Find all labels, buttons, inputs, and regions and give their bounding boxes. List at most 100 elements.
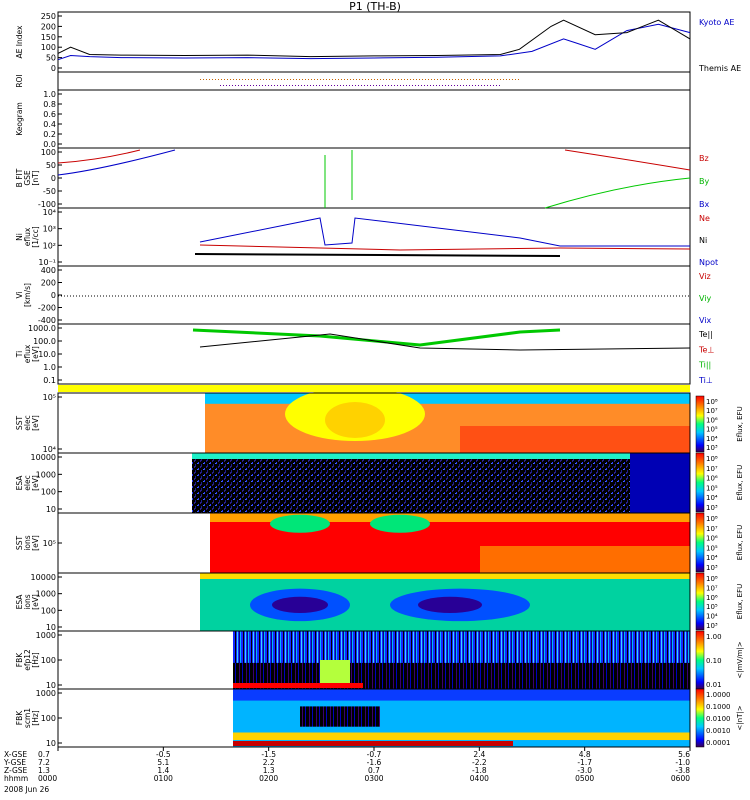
- roi-dot: [352, 85, 353, 86]
- ytick-label: 50: [46, 161, 56, 170]
- panel-frame-vi: [57, 265, 691, 325]
- roi-dot: [355, 85, 356, 86]
- roi-dot: [461, 79, 462, 80]
- roi-dot: [470, 79, 471, 80]
- series-line: [57, 23, 691, 61]
- xaxis-value: -1.7: [577, 758, 592, 767]
- ytick-label: 1000: [36, 631, 56, 640]
- roi-dot: [340, 85, 341, 86]
- colorbar-label: <|mV/m|>: [736, 641, 744, 678]
- roi-dot: [482, 79, 483, 80]
- roi-dot: [353, 79, 354, 80]
- xaxis-value: -1.8: [472, 766, 487, 775]
- colorbar-cb6: [695, 688, 705, 748]
- roi-dot: [209, 79, 210, 80]
- roi-dot: [488, 79, 489, 80]
- roi-dot: [289, 85, 290, 86]
- spec-top-band: [210, 513, 690, 522]
- legend-entry: Bz: [699, 154, 709, 163]
- panel-frame-ni: [57, 207, 691, 267]
- xaxis-value: 2.2: [263, 758, 275, 767]
- xaxis-value: 5.6: [678, 750, 690, 759]
- spec-low-band: [460, 426, 690, 453]
- roi-dot: [407, 79, 408, 80]
- xaxis-value: 0.7: [368, 766, 380, 775]
- ne-trace: [199, 244, 691, 251]
- roi-dot: [329, 79, 330, 80]
- roi-dot: [464, 79, 465, 80]
- ytick-label: 250: [41, 12, 56, 21]
- ytick-label: 10⁵: [43, 393, 56, 402]
- roi-dot: [265, 85, 266, 86]
- roi-dot: [278, 79, 279, 80]
- ytick-label: 10³: [43, 225, 56, 234]
- panel-frame-ae: [57, 11, 691, 73]
- roi-dot: [418, 85, 419, 86]
- xaxis-value: -2.2: [472, 758, 487, 767]
- ylabel-line: Vi: [15, 291, 24, 298]
- ytick-label: 0: [51, 64, 56, 73]
- roi-dot: [404, 79, 405, 80]
- colorbar-tick: 10⁸: [706, 398, 718, 406]
- npot-trace: [199, 217, 690, 247]
- panel-frame-roi: [57, 71, 691, 91]
- roi-dot: [311, 79, 312, 80]
- roi-dot: [229, 85, 230, 86]
- colorbar-tick: 10⁷: [706, 465, 718, 473]
- roi-dot: [475, 85, 476, 86]
- roi-dot: [344, 79, 345, 80]
- by-spikes: [324, 150, 353, 208]
- roi-dot: [269, 79, 270, 80]
- roi-dot: [422, 79, 423, 80]
- spec-low-band: [233, 732, 690, 741]
- spec-blob: [320, 660, 350, 684]
- roi-dot: [463, 85, 464, 86]
- roi-dot: [419, 79, 420, 80]
- roi-dot: [349, 85, 350, 86]
- panel-ylabel-esa_e: ESAelec[eV]: [15, 475, 40, 491]
- roi-dot: [293, 79, 294, 80]
- colorbar-tick: 10⁷: [706, 407, 718, 415]
- roi-dot: [409, 85, 410, 86]
- ytick-label: 0.8: [43, 100, 56, 109]
- colorbar-tick: 10⁶: [706, 416, 718, 424]
- legend-entry: Ni: [699, 236, 707, 245]
- roi-dot: [391, 85, 392, 86]
- roi-dot: [430, 85, 431, 86]
- roi-dot: [473, 79, 474, 80]
- ylabel-line: elec: [23, 475, 32, 490]
- roi-dot: [449, 79, 450, 80]
- roi-dot: [253, 85, 254, 86]
- roi-dot: [392, 79, 393, 80]
- roi-dot: [397, 85, 398, 86]
- roi-dot: [365, 79, 366, 80]
- legend-entry: Kyoto AE: [699, 18, 734, 27]
- ytick-label: 10: [46, 623, 56, 632]
- roi-dot: [385, 85, 386, 86]
- spectrogram-fbk_b: [233, 689, 690, 747]
- colorbar-tick: 0.0100: [706, 715, 731, 723]
- bz-trace-right: [564, 149, 691, 171]
- roi-dot: [350, 79, 351, 80]
- ytick-label: 0.4: [43, 120, 56, 129]
- spec-blob: [370, 514, 430, 533]
- colorbar-tick: 0.0010: [706, 727, 731, 735]
- roi-dot: [328, 85, 329, 86]
- panel-ylabel-fbk_b: FBKscm1[Hz]: [15, 708, 40, 728]
- roi-dot: [452, 79, 453, 80]
- ylabel-line: [Hz]: [31, 652, 40, 668]
- xaxis-date: 2008 Jun 26: [4, 785, 49, 794]
- ylabel-line: [eV]: [31, 475, 40, 491]
- roi-dot: [317, 79, 318, 80]
- xaxis-value: 0500: [575, 774, 594, 783]
- roi-dot: [394, 85, 395, 86]
- ytick-label: 0.0: [43, 140, 56, 149]
- ytick-label: 100: [41, 714, 56, 723]
- xaxis-value: -1.0: [675, 758, 690, 767]
- roi-dot: [476, 79, 477, 80]
- roi-dot: [433, 85, 434, 86]
- legend-entry: Themis AE: [698, 64, 741, 73]
- roi-dot: [478, 85, 479, 86]
- roi-dot: [296, 79, 297, 80]
